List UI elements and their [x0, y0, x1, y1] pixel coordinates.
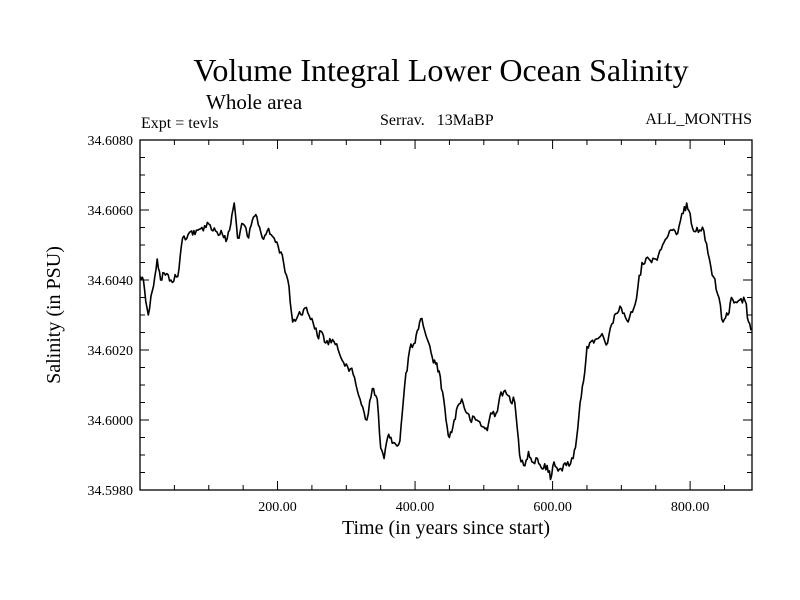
y-tick-label: 34.6000: [88, 414, 134, 429]
plot-frame: [139, 139, 753, 491]
y-tick-label: 34.6040: [88, 274, 134, 289]
x-tick-label: 800.00: [671, 500, 710, 515]
experiment-label: Expt = tevls: [141, 115, 218, 132]
y-tick-label: 34.6020: [88, 344, 134, 359]
y-tick-label: 34.6080: [88, 134, 134, 149]
salinity-series-line: [139, 202, 753, 481]
tick-labels: 200.00 400.00 600.00 800.00 34.5980 34.6000 34…: [88, 134, 710, 515]
period-label: Serrav. 13MaBP: [380, 112, 494, 129]
x-tick-label: 400.00: [396, 500, 435, 515]
y-tick-label: 34.6060: [88, 204, 134, 219]
chart-title: Volume Integral Lower Ocean Salinity: [193, 52, 688, 88]
x-tick-label: 200.00: [258, 500, 297, 515]
chart-subtitle: Whole area: [206, 90, 303, 114]
months-label: ALL_MONTHS: [645, 111, 752, 128]
y-axis-label: Salinity (in PSU): [43, 246, 65, 384]
axis-ticks: [140, 139, 752, 491]
y-tick-label: 34.5980: [88, 484, 134, 499]
x-axis-label: Time (in years since start): [342, 517, 550, 539]
x-tick-label: 600.00: [533, 500, 572, 515]
